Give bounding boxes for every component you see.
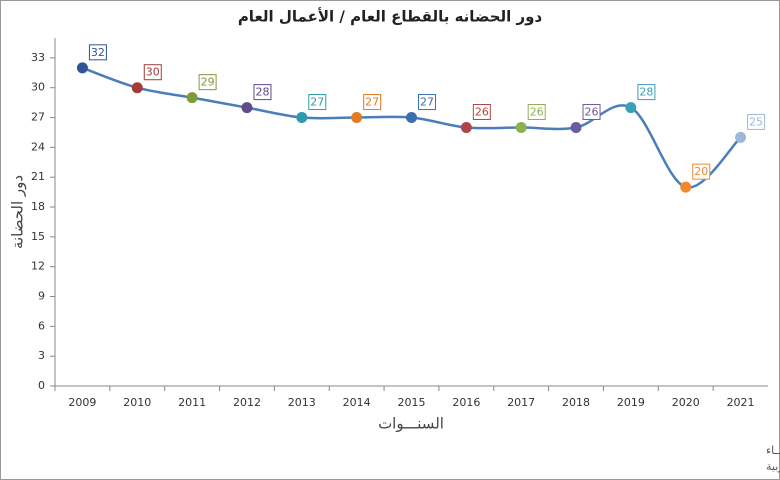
- y-tick-label: 30: [31, 81, 45, 94]
- point: [186, 92, 198, 104]
- y-tick-label: 0: [38, 379, 45, 392]
- point: [625, 102, 637, 114]
- data-label: 30: [146, 66, 160, 79]
- x-tick-label: 2021: [727, 396, 755, 409]
- point: [131, 82, 143, 94]
- y-tick-label: 33: [31, 51, 45, 64]
- x-tick-label: 2012: [233, 396, 261, 409]
- data-label: 27: [420, 96, 434, 109]
- point: [76, 62, 88, 74]
- data-label: 25: [749, 115, 763, 128]
- data-label: 29: [201, 76, 215, 89]
- y-tick-label: 27: [31, 111, 45, 124]
- data-label-box: [527, 103, 546, 120]
- footnote: المصدر الأساسي للأحصاءات الرسمية لجمهوري…: [766, 459, 780, 473]
- chart-title: دور الحضانه بالقطاع العام / الأعمال العا…: [238, 8, 543, 26]
- point: [460, 121, 472, 133]
- x-tick-label: 2020: [672, 396, 700, 409]
- point: [351, 112, 363, 124]
- data-label-box: [363, 94, 382, 111]
- point: [241, 102, 253, 114]
- data-label: 27: [310, 96, 324, 109]
- y-tick-label: 18: [31, 200, 45, 213]
- point: [680, 181, 692, 193]
- point: [406, 112, 417, 124]
- data-label: 32: [91, 46, 105, 59]
- x-axis-title: السنـــوات: [378, 415, 444, 433]
- point: [296, 112, 308, 124]
- data-label-box: [253, 84, 272, 101]
- point: [570, 121, 582, 133]
- data-label: 26: [530, 105, 544, 118]
- footnote: حقوق الملكية للجهــاز المركزي للتعبئة ال…: [766, 443, 780, 457]
- data-label: 28: [639, 86, 653, 99]
- x-tick-label: 2010: [123, 396, 151, 409]
- data-label-box: [747, 113, 766, 130]
- data-label-box: [88, 44, 107, 61]
- y-tick-label: 3: [38, 349, 45, 362]
- y-tick-label: 24: [31, 140, 45, 153]
- data-label: 28: [255, 86, 269, 99]
- point: [735, 131, 747, 143]
- data-label-box: [143, 64, 162, 81]
- y-tick-label: 6: [38, 319, 45, 332]
- data-label-box: [692, 163, 711, 180]
- data-label-box: [418, 94, 436, 111]
- data-label-box: [198, 74, 217, 91]
- y-tick-label: 9: [38, 290, 45, 303]
- point: [515, 121, 527, 133]
- y-tick-label: 12: [31, 260, 45, 273]
- data-label-box: [472, 103, 491, 120]
- y-tick-label: 15: [31, 230, 45, 243]
- y-axis-title: دور الحضانة: [9, 175, 27, 249]
- data-label: 20: [694, 165, 708, 178]
- data-label-box: [582, 103, 601, 120]
- x-tick-label: 2016: [452, 396, 480, 409]
- x-tick-label: 2009: [68, 396, 96, 409]
- x-tick-label: 2014: [343, 396, 371, 409]
- data-label: 26: [475, 105, 489, 118]
- data-label-box: [308, 94, 327, 111]
- x-tick-label: 2019: [617, 396, 645, 409]
- x-tick-label: 2011: [178, 396, 206, 409]
- y-tick-label: 21: [31, 170, 45, 183]
- data-label: 26: [585, 105, 599, 118]
- x-tick-label: 2017: [507, 396, 535, 409]
- x-tick-label: 2018: [562, 396, 590, 409]
- x-tick-label: 2013: [288, 396, 316, 409]
- data-label-box: [637, 84, 656, 101]
- data-label: 27: [365, 96, 379, 109]
- x-tick-label: 2015: [398, 396, 426, 409]
